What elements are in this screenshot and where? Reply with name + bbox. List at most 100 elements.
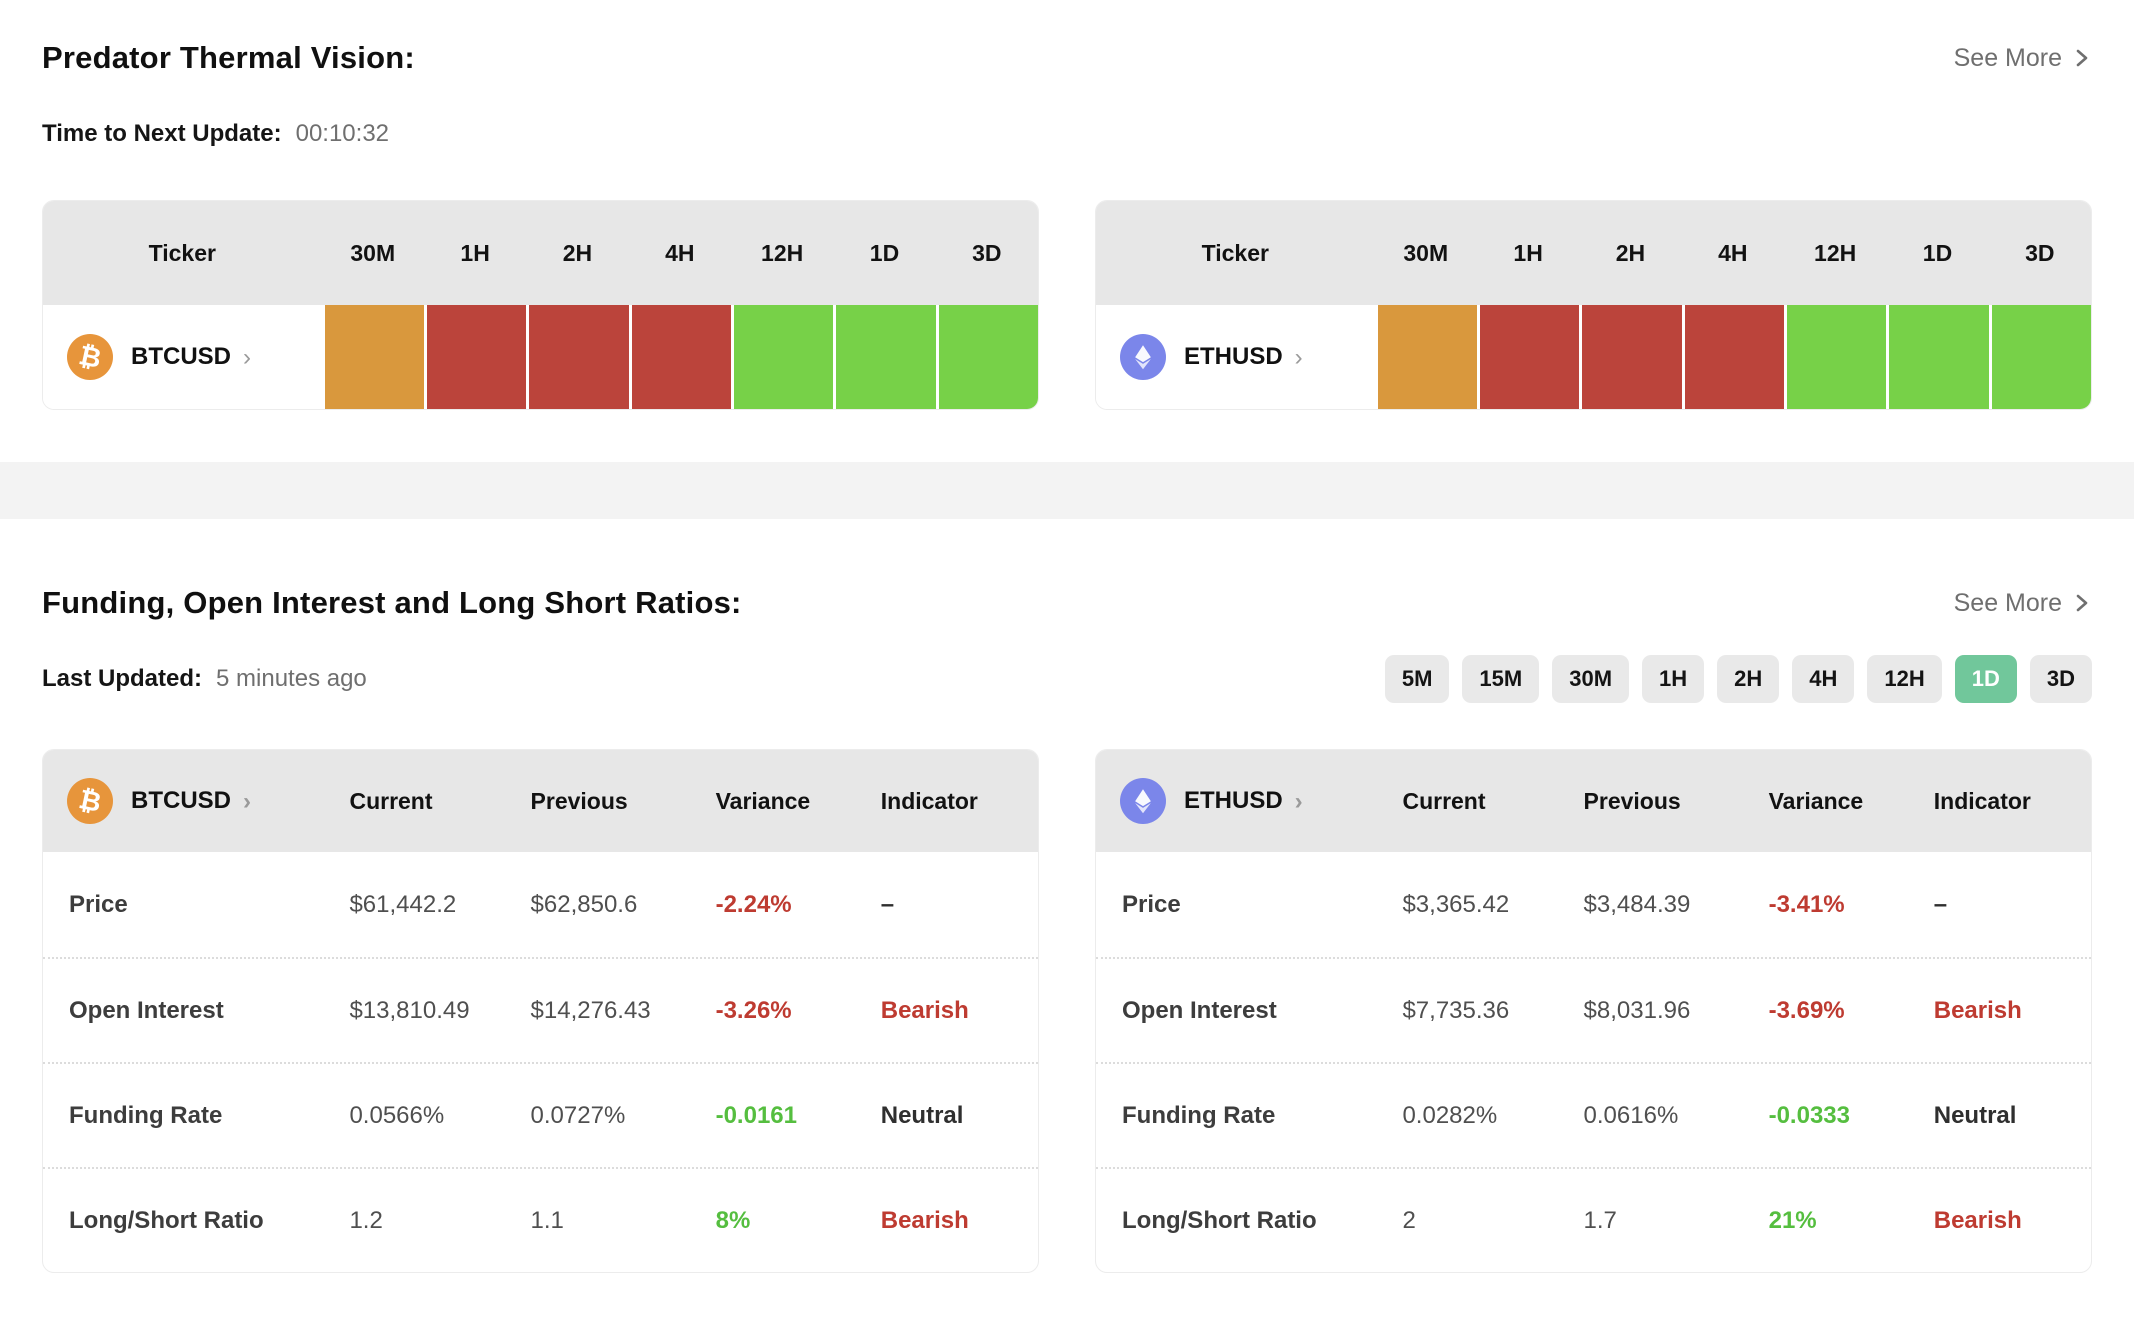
column-header-previous: Previous <box>530 787 628 814</box>
heat-cell-1d <box>1886 305 1989 409</box>
ticker-cell-ethusd[interactable]: ETHUSD › <box>1096 778 1402 824</box>
timeframe-header-1d: 1D <box>869 239 900 266</box>
next-update-countdown: 00:10:32 <box>295 120 390 147</box>
table-row-open-interest: Open Interest $7,735.36 $8,031.96 -3.69%… <box>1096 957 2091 1062</box>
timeframe-header-30m: 30M <box>1403 239 1449 266</box>
column-header-current: Current <box>349 787 433 814</box>
chevron-right-icon: › <box>1294 788 1303 815</box>
table-row-funding-rate: Funding Rate 0.0282% 0.0616% -0.0333 Neu… <box>1096 1062 2091 1167</box>
heat-cell-2h <box>1579 305 1682 409</box>
current-value: 2 <box>1402 1206 1416 1234</box>
last-updated-value: 5 minutes ago <box>216 665 367 692</box>
funding-title: Funding, Open Interest and Long Short Ra… <box>42 585 742 620</box>
timeframe-header-3d: 3D <box>2025 239 2055 266</box>
table-row-long-short-ratio: Long/Short Ratio 2 1.7 21% Bearish <box>1096 1167 2091 1272</box>
section-divider-band <box>0 462 2134 519</box>
heat-cell-30m <box>1374 305 1477 409</box>
indicator-value: Neutral <box>880 1101 964 1129</box>
timeframe-header-2h: 2H <box>562 239 593 266</box>
row-label: Long/Short Ratio <box>69 1206 264 1234</box>
heat-cell-4h <box>1681 305 1784 409</box>
ticker-cell-btcusd[interactable]: ₿ BTCUSD › <box>43 778 349 824</box>
column-header-variance: Variance <box>1768 787 1864 814</box>
ticker-column-header: Ticker <box>1201 239 1269 266</box>
timeframe-header-1h: 1H <box>460 239 490 266</box>
ticker-column-header: Ticker <box>148 239 216 266</box>
timeframe-button-3d[interactable]: 3D <box>2029 655 2092 703</box>
bitcoin-icon: ₿ <box>67 778 113 824</box>
timeframe-button-30m[interactable]: 30M <box>1552 655 1630 703</box>
chevron-right-icon <box>2072 47 2092 69</box>
row-label: Open Interest <box>69 996 224 1024</box>
column-header-previous: Previous <box>1583 787 1681 814</box>
thermal-title: Predator Thermal Vision: <box>42 40 415 75</box>
previous-value: 0.0727% <box>530 1101 626 1129</box>
table-row-funding-rate: Funding Rate 0.0566% 0.0727% -0.0161 Neu… <box>43 1062 1038 1167</box>
timeframe-header-2h: 2H <box>1615 239 1646 266</box>
funding-card-ethusd: ETHUSD › Current Previous Variance Indic… <box>1095 749 2092 1273</box>
indicator-value: Bearish <box>1933 1206 2022 1234</box>
timeframe-header-1h: 1H <box>1513 239 1543 266</box>
ticker-cell-btcusd[interactable]: ₿ BTCUSD › <box>43 305 322 409</box>
heat-cell-1h <box>1476 305 1580 409</box>
table-row-price: Price $3,365.42 $3,484.39 -3.41% – <box>1096 852 2091 957</box>
ticker-symbol: ETHUSD <box>1184 787 1283 814</box>
ticker-symbol: BTCUSD <box>131 787 231 814</box>
funding-see-more-link[interactable]: See More <box>1954 589 2092 618</box>
row-label: Long/Short Ratio <box>1122 1206 1317 1234</box>
ticker-cell-ethusd[interactable]: ETHUSD › <box>1096 305 1375 409</box>
funding-section-header: Funding, Open Interest and Long Short Ra… <box>0 585 2134 621</box>
current-value: 0.0282% <box>1402 1101 1498 1129</box>
ticker-symbol: BTCUSD <box>131 343 231 370</box>
indicator-value: Neutral <box>1933 1101 2017 1129</box>
timeframe-header-12h: 12H <box>761 239 804 266</box>
bitcoin-icon: ₿ <box>67 334 113 380</box>
timeframe-button-5m[interactable]: 5M <box>1384 655 1450 703</box>
thermal-card-ethusd: Ticker 30M 1H 2H 4H 12H 1D 3D ETH <box>1095 200 2092 410</box>
timeframe-button-12h[interactable]: 12H <box>1867 655 1942 703</box>
thermal-see-more-link[interactable]: See More <box>1954 44 2092 73</box>
heat-cell-2h <box>526 305 629 409</box>
current-value: $3,365.42 <box>1402 890 1510 918</box>
timeframe-button-1d-active[interactable]: 1D <box>1954 655 2017 703</box>
heat-cell-3d <box>935 305 1038 409</box>
variance-value: -3.41% <box>1768 890 1845 918</box>
indicator-value: – <box>1933 890 1948 918</box>
timeframe-header-12h: 12H <box>1814 239 1857 266</box>
row-label: Open Interest <box>1122 996 1277 1024</box>
see-more-label: See More <box>1953 588 2062 617</box>
funding-card-btcusd: ₿ BTCUSD › Current Previous Variance Ind… <box>42 749 1039 1273</box>
chevron-right-icon: › <box>243 788 251 815</box>
timeframe-header-30m: 30M <box>350 239 396 266</box>
chevron-right-icon: › <box>243 344 251 371</box>
timeframe-button-1h[interactable]: 1H <box>1642 655 1705 703</box>
ethereum-icon <box>1120 778 1166 824</box>
heat-cell-12h <box>730 305 834 409</box>
previous-value: $8,031.96 <box>1583 996 1691 1024</box>
funding-header-row: ₿ BTCUSD › Current Previous Variance Ind… <box>43 750 1038 852</box>
funding-header-row: ETHUSD › Current Previous Variance Indic… <box>1096 750 2091 852</box>
timeframe-button-2h[interactable]: 2H <box>1717 655 1780 703</box>
table-row-long-short-ratio: Long/Short Ratio 1.2 1.1 8% Bearish <box>43 1167 1038 1272</box>
thermal-row-ethusd: ETHUSD › <box>1096 305 2091 409</box>
current-value: 1.2 <box>349 1206 383 1234</box>
variance-value: 8% <box>715 1206 751 1234</box>
thermal-header-row: Ticker 30M 1H 2H 4H 12H 1D 3D <box>43 201 1038 305</box>
variance-value: -2.24% <box>715 890 792 918</box>
row-label: Funding Rate <box>69 1101 223 1129</box>
variance-value: 21% <box>1768 1206 1817 1234</box>
current-value: $13,810.49 <box>349 996 470 1024</box>
last-updated-label: Last Updated: <box>42 665 203 692</box>
timeframe-button-15m[interactable]: 15M <box>1462 655 1540 703</box>
column-header-indicator: Indicator <box>1933 787 2031 814</box>
timeframe-button-4h[interactable]: 4H <box>1792 655 1855 703</box>
timeframe-button-group: 5M 15M 30M 1H 2H 4H 12H 1D 3D <box>1384 655 2092 703</box>
variance-value: -0.0333 <box>1768 1101 1850 1129</box>
current-value: $7,735.36 <box>1402 996 1510 1024</box>
ethereum-icon <box>1120 334 1166 380</box>
table-row-open-interest: Open Interest $13,810.49 $14,276.43 -3.2… <box>43 957 1038 1062</box>
heat-cell-12h <box>1783 305 1887 409</box>
row-label: Price <box>1122 890 1181 918</box>
indicator-value: Bearish <box>1933 996 2022 1024</box>
